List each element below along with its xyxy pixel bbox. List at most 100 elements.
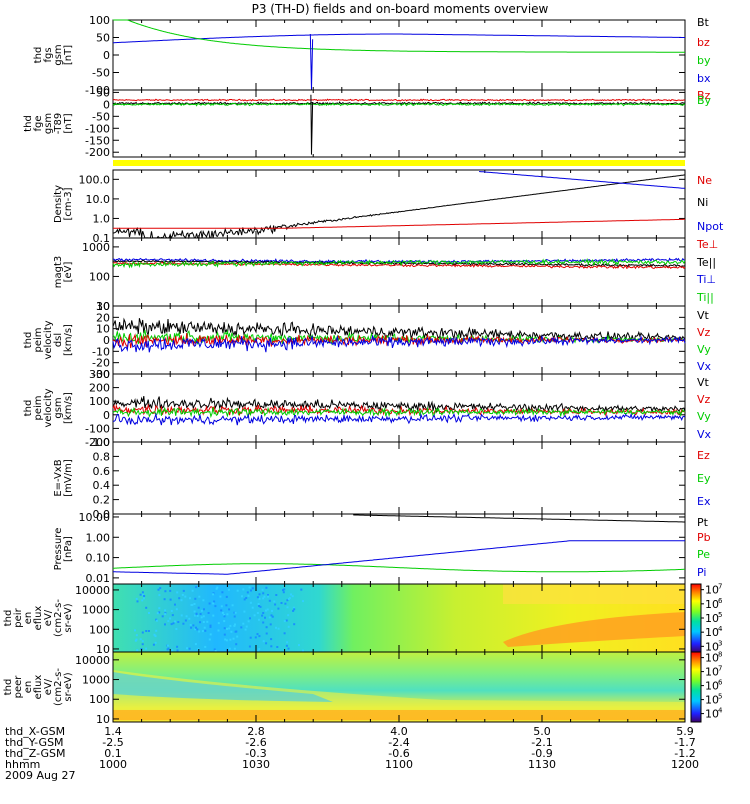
peir-pixel xyxy=(141,593,144,596)
y-axis-label: [km/s] xyxy=(63,324,74,356)
legend-entry: Ti|| xyxy=(696,291,714,304)
trace-ti-par xyxy=(112,257,686,269)
peir-pixel xyxy=(270,645,273,648)
peir-pixel xyxy=(157,588,160,591)
peir-pixel xyxy=(152,643,155,646)
peir-pixel xyxy=(167,644,169,647)
peir-pixel xyxy=(220,605,223,608)
peir-pixel xyxy=(135,597,138,600)
x-tick-value: 1030 xyxy=(242,758,270,771)
peir-pixel xyxy=(155,629,158,632)
peir-pixel xyxy=(141,591,144,594)
peir-pixel xyxy=(190,626,193,629)
peir-pixel xyxy=(207,612,210,614)
peir-pixel xyxy=(280,602,283,604)
peir-pixel xyxy=(223,620,226,623)
y-axis-label: sr-eV) xyxy=(63,672,74,701)
peir-pixel xyxy=(248,645,251,648)
y-tick-label: -20 xyxy=(92,357,110,370)
peir-pixel xyxy=(258,593,261,596)
peir-pixel xyxy=(164,609,167,612)
y-tick-label: 100 xyxy=(89,623,110,636)
peir-pixel xyxy=(221,611,224,614)
legend-entry: Vy xyxy=(697,410,711,423)
peir-pixel xyxy=(271,609,273,612)
peir-pixel xyxy=(277,627,280,630)
peir-pixel xyxy=(134,639,137,642)
y-tick-label: -200 xyxy=(85,146,110,159)
peir-pixel xyxy=(274,603,277,606)
peir-pixel xyxy=(283,588,286,591)
peir-pixel xyxy=(174,620,176,623)
x-tick-value: 1130 xyxy=(528,758,556,771)
peir-pixel xyxy=(158,594,161,597)
peir-pixel xyxy=(234,623,236,626)
colorbar-tick-label: 10 xyxy=(705,652,719,665)
peir-pixel xyxy=(147,630,150,632)
y-tick-label: -50 xyxy=(92,110,110,123)
legend-entry: Vz xyxy=(697,393,711,406)
y-axis-label: dsl xyxy=(53,333,64,347)
y-tick-label: 20 xyxy=(96,311,110,324)
peir-pixel xyxy=(195,586,198,589)
peir-pixel xyxy=(176,645,179,648)
peir-pixel xyxy=(158,611,161,614)
legend-entry: By xyxy=(697,94,712,107)
peir-pixel xyxy=(154,641,157,644)
y-tick-label: 50 xyxy=(96,86,110,99)
legend-entry: Bz xyxy=(697,89,711,102)
peir-pixel xyxy=(204,645,207,648)
colorbar-tick-label: 10 xyxy=(705,708,719,721)
peir-hot-band xyxy=(503,612,685,647)
peir-pixel xyxy=(284,602,287,605)
peir-pixel xyxy=(228,647,231,650)
peir-pixel xyxy=(209,633,212,636)
legend-entry: Pi xyxy=(697,566,706,579)
x-tick-value: 2.8 xyxy=(247,725,265,738)
peir-pixel xyxy=(258,635,261,638)
trace-pe xyxy=(113,563,685,573)
y-axis-label: eV/ xyxy=(43,609,54,626)
peir-pixel xyxy=(248,586,251,589)
peir-pixel xyxy=(233,611,236,614)
peir-pixel xyxy=(208,638,211,641)
y-axis-label: Density xyxy=(53,185,64,223)
y-axis-label: peer xyxy=(13,675,24,699)
peir-pixel xyxy=(291,595,294,598)
y-axis-label: [cm-3] xyxy=(63,187,74,220)
peir-pixel xyxy=(273,600,276,603)
x-tick-value: 4.0 xyxy=(390,725,408,738)
peir-pixel xyxy=(270,638,273,641)
peir-pixel xyxy=(172,622,175,625)
peir-pixel xyxy=(191,589,194,592)
trace-vx xyxy=(113,412,686,426)
peir-pixel xyxy=(226,627,228,630)
y-tick-label: 0 xyxy=(103,98,110,111)
peir-pixel xyxy=(261,614,264,617)
trace-pt xyxy=(353,514,685,523)
peir-pixel xyxy=(148,612,150,614)
peir-pixel xyxy=(217,629,220,632)
legend-entry: Ne xyxy=(697,174,712,187)
peir-pixel xyxy=(159,587,162,590)
peir-pixel xyxy=(258,605,261,607)
y-axis-label: [mV/m] xyxy=(63,459,74,497)
y-axis-label: fgs xyxy=(43,47,54,62)
y-axis-label: -T89 xyxy=(53,113,64,135)
x-tick-value: -2.5 xyxy=(102,736,123,749)
colorbar-tick-label: 10 xyxy=(705,680,719,693)
legend-entry: Vt xyxy=(697,376,710,389)
peir-pixel xyxy=(244,628,247,631)
peir-pixel xyxy=(184,595,187,598)
y-tick-label: 0.10 xyxy=(86,552,111,565)
y-tick-label: 100 xyxy=(89,14,110,27)
y-axis-label: eflux xyxy=(33,606,44,631)
legend-entry: Bt xyxy=(697,16,710,29)
y-axis-label: en xyxy=(23,681,34,694)
colorbar-tick-label: 10 xyxy=(705,640,719,653)
peir-pixel xyxy=(164,613,167,616)
peir-pixel xyxy=(176,591,179,594)
peir-pixel xyxy=(249,636,252,639)
y-tick-label: 10.0 xyxy=(86,193,111,206)
